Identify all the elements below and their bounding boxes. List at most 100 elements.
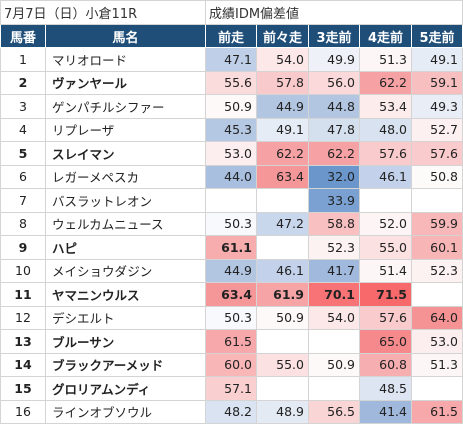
- idm-value-cell: 53.0: [411, 329, 463, 354]
- idm-value-cell: 61.5: [205, 329, 257, 354]
- idm-value-cell: [411, 188, 463, 213]
- horse-name-cell: スレイマン: [45, 141, 206, 166]
- idm-value-cell: 60.8: [359, 352, 412, 377]
- horse-number-cell: 3: [0, 94, 46, 119]
- idm-value-cell: 61.5: [411, 399, 463, 424]
- horse-number-cell: 1: [0, 47, 46, 72]
- idm-value-cell: 44.8: [308, 94, 360, 119]
- horse-name-cell: リプレーザ: [45, 117, 206, 142]
- idm-value-cell: 52.7: [411, 117, 463, 142]
- horse-name-cell: グロリアムンディ: [45, 376, 206, 401]
- idm-value-cell: 62.2: [359, 70, 412, 95]
- horse-name-cell: ウェルカムニュース: [45, 211, 206, 236]
- col-header-horse-name: 馬名: [45, 24, 206, 48]
- idm-value-cell: 57.8: [256, 70, 309, 95]
- horse-name-cell: デシエルト: [45, 305, 206, 330]
- horse-name-cell: ブラックアーメッド: [45, 352, 206, 377]
- table-row: 5 スレイマン 53.0 62.2 62.2 57.6 57.6: [0, 141, 463, 166]
- idm-value-cell: 52.3: [308, 235, 360, 260]
- idm-value-cell: 55.0: [256, 352, 309, 377]
- idm-value-cell: [256, 376, 309, 401]
- idm-value-cell: 63.4: [205, 282, 257, 307]
- idm-value-cell: 57.6: [359, 141, 412, 166]
- idm-value-cell: 57.1: [205, 376, 257, 401]
- title-row: 7月7日（日）小倉11R 成績IDM偏差値: [0, 0, 463, 25]
- idm-value-cell: 47.8: [308, 117, 360, 142]
- idm-value-cell: 55.6: [205, 70, 257, 95]
- idm-table: 7月7日（日）小倉11R 成績IDM偏差値 馬番 馬名 前走 前々走 3走前 4…: [0, 0, 463, 424]
- idm-value-cell: 60.0: [205, 352, 257, 377]
- horse-number-cell: 13: [0, 329, 46, 354]
- table-row: 10 メイショウダジン 44.9 46.1 41.7 51.4 52.3: [0, 258, 463, 283]
- horse-number-cell: 5: [0, 141, 46, 166]
- table-row: 12 デシエルト 50.3 50.9 54.0 57.6 64.0: [0, 305, 463, 330]
- idm-value-cell: 52.3: [411, 258, 463, 283]
- horse-number-cell: 15: [0, 376, 46, 401]
- idm-value-cell: 44.0: [205, 164, 257, 189]
- header-row: 馬番 馬名 前走 前々走 3走前 4走前 5走前: [0, 24, 463, 48]
- idm-value-cell: 54.0: [256, 47, 309, 72]
- idm-value-cell: 45.3: [205, 117, 257, 142]
- idm-value-cell: 46.1: [256, 258, 309, 283]
- idm-value-cell: 57.6: [411, 141, 463, 166]
- idm-value-cell: 70.1: [308, 282, 360, 307]
- idm-value-cell: 61.9: [256, 282, 309, 307]
- idm-value-cell: 62.2: [308, 141, 360, 166]
- idm-value-cell: [256, 235, 309, 260]
- col-header-4th-last: 4走前: [359, 24, 412, 48]
- horse-name-cell: メイショウダジン: [45, 258, 206, 283]
- idm-value-cell: 51.4: [359, 258, 412, 283]
- table-row: 4 リプレーザ 45.3 49.1 47.8 48.0 52.7: [0, 117, 463, 142]
- col-header-3rd-last: 3走前: [308, 24, 360, 48]
- horse-name-cell: ヴァンヤール: [45, 70, 206, 95]
- idm-value-cell: [308, 376, 360, 401]
- horse-number-cell: 2: [0, 70, 46, 95]
- idm-value-cell: 33.9: [308, 188, 360, 213]
- idm-value-cell: 55.0: [359, 235, 412, 260]
- idm-value-cell: 48.0: [359, 117, 412, 142]
- table-row: 3 ゲンパチルシファー 50.9 44.9 44.8 53.4 49.3: [0, 94, 463, 119]
- table-row: 8 ウェルカムニュース 50.3 47.2 58.8 52.0 59.9: [0, 211, 463, 236]
- idm-value-cell: 41.7: [308, 258, 360, 283]
- horse-number-cell: 16: [0, 399, 46, 424]
- idm-value-cell: 50.9: [205, 94, 257, 119]
- idm-value-cell: 61.1: [205, 235, 257, 260]
- idm-value-cell: [256, 188, 309, 213]
- horse-number-cell: 6: [0, 164, 46, 189]
- idm-value-cell: 64.0: [411, 305, 463, 330]
- horse-name-cell: ブルーサン: [45, 329, 206, 354]
- col-header-5th-last: 5走前: [411, 24, 463, 48]
- idm-value-cell: 49.1: [256, 117, 309, 142]
- idm-value-cell: 48.5: [359, 376, 412, 401]
- horse-number-cell: 9: [0, 235, 46, 260]
- idm-value-cell: 48.9: [256, 399, 309, 424]
- idm-value-cell: 57.6: [359, 305, 412, 330]
- idm-value-cell: 56.5: [308, 399, 360, 424]
- horse-name-cell: ゲンパチルシファー: [45, 94, 206, 119]
- horse-name-cell: ラインオブソウル: [45, 399, 206, 424]
- table-body: 1 マリオロード 47.1 54.0 49.9 51.3 49.1 2 ヴァンヤール 55.6 57…: [0, 47, 463, 424]
- idm-value-cell: 50.3: [205, 305, 257, 330]
- horse-number-cell: 14: [0, 352, 46, 377]
- idm-value-cell: 60.1: [411, 235, 463, 260]
- idm-value-cell: 49.1: [411, 47, 463, 72]
- idm-value-cell: 47.2: [256, 211, 309, 236]
- idm-value-cell: 63.4: [256, 164, 309, 189]
- horse-name-cell: レガーメペスカ: [45, 164, 206, 189]
- table-row: 11 ヤマニンウルス 63.4 61.9 70.1 71.5: [0, 282, 463, 307]
- idm-value-cell: 56.0: [308, 70, 360, 95]
- col-header-last-race: 前走: [205, 24, 257, 48]
- idm-value-cell: 54.0: [308, 305, 360, 330]
- horse-name-cell: ハピ: [45, 235, 206, 260]
- horse-number-cell: 11: [0, 282, 46, 307]
- horse-name-cell: マリオロード: [45, 47, 206, 72]
- horse-number-cell: 10: [0, 258, 46, 283]
- idm-value-cell: 51.3: [411, 352, 463, 377]
- idm-value-cell: 53.4: [359, 94, 412, 119]
- idm-value-cell: [256, 329, 309, 354]
- idm-value-cell: 49.9: [308, 47, 360, 72]
- horse-number-cell: 7: [0, 188, 46, 213]
- idm-value-cell: 49.3: [411, 94, 463, 119]
- table-title: 成績IDM偏差値: [205, 0, 463, 25]
